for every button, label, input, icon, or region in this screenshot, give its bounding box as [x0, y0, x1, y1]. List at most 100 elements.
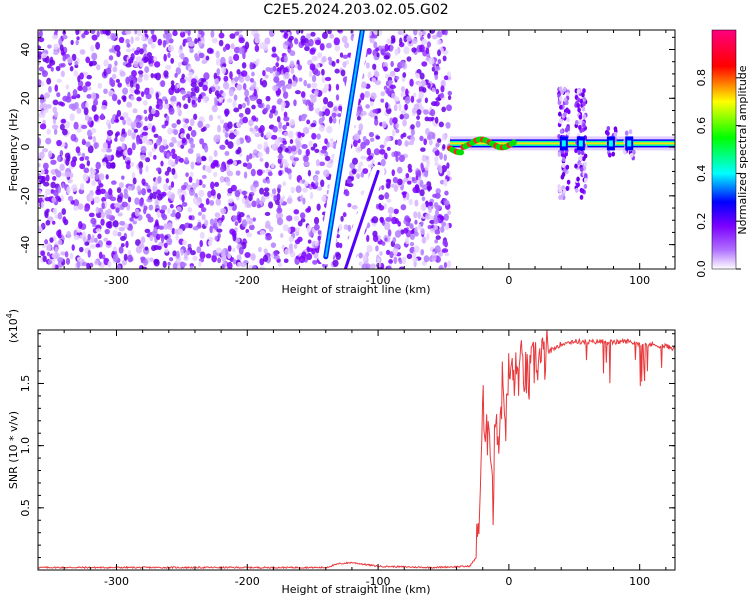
burst-center	[627, 140, 632, 147]
spectrogram-cell	[249, 127, 254, 132]
spectrogram-cell	[131, 47, 136, 52]
spectrogram-cell	[442, 144, 446, 150]
burst-cell	[574, 119, 579, 125]
spectrogram-cell	[130, 162, 135, 167]
spectrogram-cell	[283, 116, 290, 122]
spectrogram-cell	[210, 162, 216, 169]
spectrogram-cell	[180, 133, 185, 139]
spectrogram-cell	[60, 70, 65, 78]
spectrogram-cell	[339, 242, 343, 249]
spectrogram-cell	[56, 155, 61, 162]
spectrogram-cell	[125, 48, 132, 53]
spectrogram-cell	[256, 143, 263, 150]
spectrogram-cell	[155, 104, 160, 109]
spectrogram-cell	[295, 185, 302, 194]
spectrogram-cell	[172, 262, 178, 269]
spectrogram-cell	[218, 39, 224, 47]
colorbar-gradient	[711, 29, 737, 270]
spectrogram-cell	[236, 138, 241, 146]
spectrogram-cell	[406, 253, 413, 260]
burst-cell	[558, 96, 563, 102]
spectrogram-cell	[73, 69, 79, 77]
spectrogram-cell	[174, 88, 181, 94]
snr-x-label: Height of straight line (km)	[281, 583, 430, 596]
spectrogram-cell	[87, 145, 94, 154]
spectrogram-cell	[406, 56, 412, 62]
spectrogram-cell	[256, 169, 263, 176]
spectrogram-cell	[96, 185, 101, 192]
spectrogram-cell	[140, 91, 145, 98]
spectrogram-cell	[196, 156, 202, 164]
spectrogram-cell	[239, 152, 243, 158]
spectrogram-cell	[317, 52, 323, 59]
spectrogram-cell	[120, 235, 126, 242]
spectrogram-cell	[248, 193, 253, 202]
spectrogram-cell	[162, 39, 166, 48]
spectrogram-cell	[398, 259, 403, 265]
spectrogram-cell	[329, 142, 334, 148]
spectrogram-cell	[182, 240, 187, 246]
spectrogram-cell	[207, 240, 213, 247]
spectrogram-cell	[293, 215, 300, 222]
spectrogram-cell	[372, 234, 379, 243]
spectrogram-cell	[151, 125, 156, 133]
spectrogram-cell	[305, 148, 310, 157]
spectrogram-cell	[405, 237, 410, 245]
burst-cell	[632, 149, 636, 155]
spectrogram-cell	[123, 193, 129, 199]
snr-plot-area	[38, 330, 675, 570]
spectrogram-cell	[138, 198, 144, 207]
spectrogram-cell	[341, 35, 348, 44]
spectrogram-cell	[173, 129, 179, 136]
spectrogram-cell	[157, 38, 163, 46]
spectrogram-cell	[156, 193, 163, 201]
spectrogram-cell	[327, 101, 334, 108]
spectrogram-cell	[380, 98, 385, 103]
spectrogram-cell	[62, 54, 67, 62]
spectrogram-cell	[167, 159, 174, 166]
spectrogram-cell	[377, 108, 382, 114]
spectrogram-cell	[323, 169, 330, 178]
spectrogram-cell	[283, 258, 289, 264]
spectrogram-cell	[279, 213, 284, 218]
spectrogram-cell	[376, 52, 380, 58]
spectrogram-cell	[284, 248, 291, 255]
spectrogram-cell	[435, 97, 442, 102]
spectrogram-cell	[118, 182, 124, 189]
spectrogram-cell	[362, 254, 367, 262]
spectrogram-cell	[227, 141, 234, 149]
spectrogram-cell	[85, 81, 92, 87]
spectrogram-cell	[312, 143, 318, 148]
spectrogram-cell	[199, 240, 204, 248]
spectrogram-cell	[314, 39, 321, 46]
spectrogram-cell	[205, 55, 210, 61]
spectrogram-cell	[127, 254, 133, 263]
spectrogram-cell	[210, 189, 216, 197]
spectrogram-cell	[177, 61, 182, 68]
spectrogram-cell	[71, 53, 77, 62]
spectrogram-cell	[104, 191, 110, 200]
spectrogram-cell	[84, 114, 90, 121]
spectrogram-cell	[321, 31, 328, 40]
spectrogram-cell	[419, 135, 424, 142]
spectrogram-cell	[262, 254, 269, 263]
spectrogram-cell	[416, 108, 422, 116]
spectrogram-cell	[271, 46, 277, 52]
spectrogram-cell	[384, 192, 390, 200]
burst-cell	[563, 86, 567, 92]
spectrogram-cell	[111, 93, 118, 102]
spectrogram-cell	[417, 223, 422, 230]
spectrogram-cell	[319, 161, 326, 167]
spectrogram-cell	[209, 200, 215, 206]
spectrogram-cell	[144, 66, 150, 74]
spectrogram-cell	[366, 234, 370, 243]
spectrogram-cell	[422, 202, 427, 211]
spectrogram-cell	[331, 112, 337, 118]
spectrogram-cell	[252, 217, 256, 222]
spectrogram-cell	[316, 133, 321, 140]
spectrogram-cell	[432, 193, 438, 198]
spectrogram-cell	[166, 191, 171, 196]
spectrogram-cell	[192, 255, 198, 262]
spectrogram-cell	[409, 229, 415, 235]
spectrogram-cell	[428, 201, 433, 207]
